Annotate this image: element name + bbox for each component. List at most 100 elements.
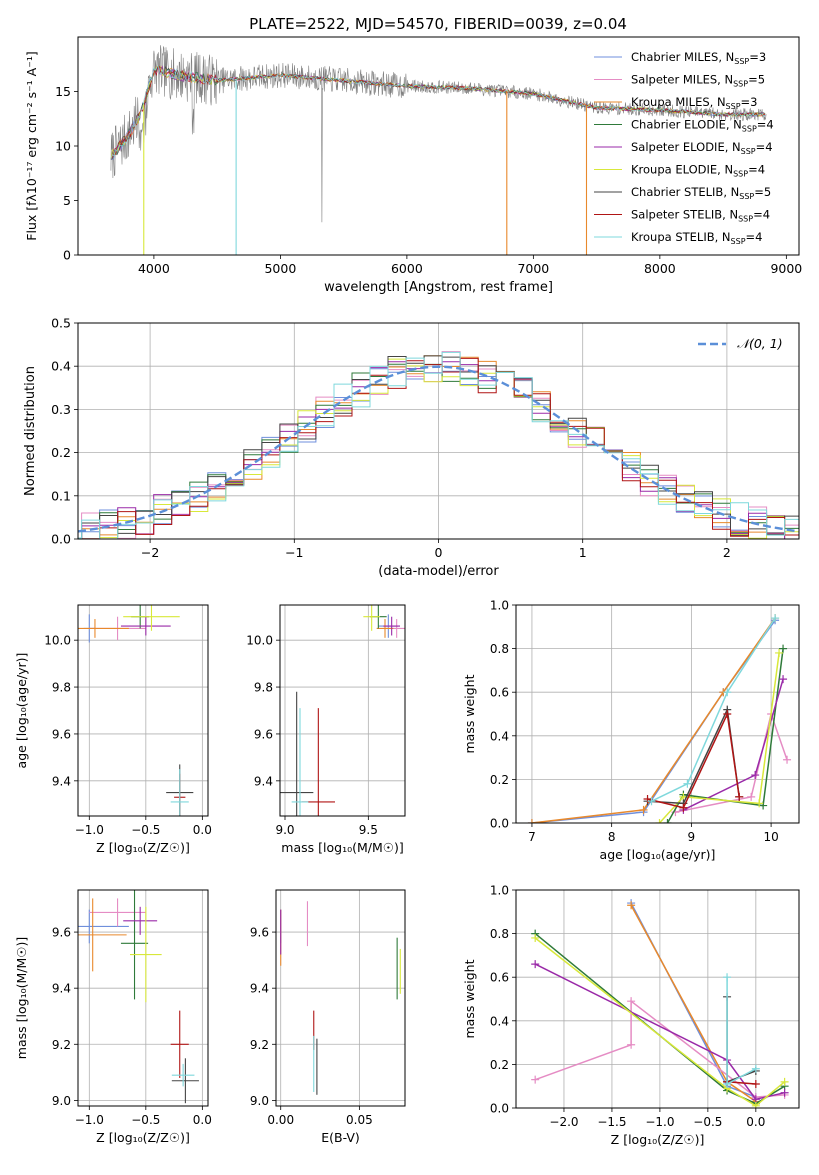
massweight-line [647, 711, 740, 809]
y-tick-label: 0.0 [490, 817, 509, 831]
massweight-marker [647, 797, 656, 806]
y-tick-label: 0.1 [51, 488, 71, 503]
legend-label: Salpeter ELODIE, NSSP=4 [631, 140, 773, 156]
residual-histogram [78, 351, 799, 539]
x-tick-label: −1.0 [645, 1115, 674, 1129]
massweight-marker [779, 675, 788, 684]
y-tick-label: 5 [63, 193, 71, 208]
x-axis-label: Z [log₁₀(Z/Z☉)] [611, 1132, 705, 1147]
massweight-marker [780, 1088, 789, 1097]
x-tick-label: 6000 [391, 261, 423, 276]
massweight-marker [639, 805, 648, 814]
massweight-marker [723, 973, 732, 982]
x-tick-label: 8 [608, 830, 616, 844]
x-tick-label: 5000 [264, 261, 296, 276]
x-tick-label: 8000 [644, 261, 676, 276]
y-tick-label: 15 [55, 84, 71, 99]
residual-histogram [78, 363, 799, 539]
x-tick-label: 2 [723, 545, 731, 560]
y-tick-label: 0 [63, 248, 71, 263]
y-tick-label: 9.4 [52, 982, 71, 996]
x-tick-label: −0.5 [131, 823, 160, 837]
y-tick-label: 0.6 [490, 971, 509, 985]
massweight-marker [735, 792, 744, 801]
massweight-marker [627, 1040, 636, 1049]
axes-frame [515, 889, 800, 1109]
x-tick-label: 4000 [138, 261, 170, 276]
legend-label: Chabrier MILES, NSSP=3 [631, 50, 766, 66]
legend-subscript: SSP [738, 215, 753, 224]
x-tick-label: 0.0 [746, 1115, 765, 1129]
massweight-marker [531, 960, 540, 969]
massweight-line [534, 937, 786, 1107]
legend-subscript: SSP [733, 170, 748, 179]
residual-histogram [78, 361, 799, 539]
massweight-line [658, 652, 780, 823]
x-axis-label: (data-model)/error [378, 564, 499, 579]
legend-subscript: SSP [741, 147, 756, 156]
massweight-marker [663, 819, 672, 823]
massweight-marker [655, 819, 664, 823]
legend-suffix: =5 [748, 73, 765, 87]
y-axis-label: Normed distribution [23, 366, 38, 496]
age-vs-metallicity-panel: −1.0 −0.5 0.0 9.4 9.6 9.8 10.0 Z [log₁₀(Z/Z☉)] a… [14, 604, 212, 855]
x-tick-label: 0 [435, 545, 443, 560]
legend-subscript: SSP [733, 80, 748, 89]
y-tick-label: 1.0 [490, 599, 509, 613]
x-axis-label: Z [log₁₀(Z/Z☉)] [96, 1130, 190, 1145]
x-tick-label: 9000 [770, 261, 802, 276]
legend-suffix: =4 [748, 163, 765, 177]
legend-label: Chabrier ELODIE, NSSP=4 [631, 118, 774, 134]
legend-subscript: SSP [742, 125, 757, 134]
y-tick-label: 9.6 [254, 727, 273, 741]
y-tick-label: 0.8 [490, 642, 509, 656]
y-axis-label: mass [log₁₀(M/M☉)] [14, 937, 29, 1059]
x-tick-label: −1 [285, 545, 303, 560]
massweight-line [534, 963, 785, 1101]
massweight-vs-age-panel: 7 8 9 10 0.0 0.2 0.4 0.6 0.8 1.0 age [log₁₀(age/yr… [462, 599, 800, 862]
massweight-marker [531, 1075, 540, 1084]
massweight-marker [747, 792, 756, 801]
y-tick-label: 0.2 [51, 445, 71, 460]
legend-text: Kroupa STELIB, N [631, 230, 731, 244]
y-tick-label: 10 [55, 139, 71, 154]
legend-label: Kroupa STELIB, NSSP=4 [631, 230, 762, 246]
y-tick-label: 9.8 [52, 681, 71, 695]
y-tick-label: 0.6 [490, 686, 509, 700]
y-tick-label: 0.0 [490, 1102, 509, 1116]
massweight-line [726, 977, 757, 1086]
y-tick-label: 9.2 [250, 1038, 269, 1052]
y-tick-label: 9.6 [52, 727, 71, 741]
axes-frame [77, 604, 209, 817]
axes-frame [77, 889, 209, 1107]
massweight-line [630, 902, 757, 1098]
x-tick-label: 0.0 [193, 1113, 212, 1127]
y-tick-label: 9.6 [250, 926, 269, 940]
spectrum-panel: 4000 5000 6000 7000 8000 9000 0 5 10 15 wavelength… [24, 36, 802, 295]
y-tick-label: 9.4 [254, 774, 273, 788]
massweight-marker [683, 779, 692, 788]
massweight-marker [723, 1080, 732, 1089]
x-tick-label: 7 [528, 830, 536, 844]
massweight-marker [679, 803, 688, 812]
x-tick-label: −2.0 [549, 1115, 578, 1129]
x-tick-label: 9.0 [275, 823, 294, 837]
massweight-marker [759, 801, 768, 810]
massweight-line [683, 678, 784, 811]
y-axis-label: mass weight [462, 959, 477, 1038]
x-axis-label: wavelength [Angstrom, rest frame] [324, 280, 553, 295]
massweight-vs-metallicity-panel: −2.0 −1.5 −1.0 −0.5 0.0 0.0 0.2 0.4 0.6 0.8 1.0 Z [… [462, 884, 800, 1147]
legend-suffix: =4 [746, 230, 763, 244]
legend-text: Chabrier STELIB, N [631, 185, 739, 199]
legend-suffix: =3 [741, 95, 758, 109]
y-tick-label: 9.0 [250, 1094, 269, 1108]
x-tick-label: −1.0 [75, 1113, 104, 1127]
x-tick-label: −0.5 [131, 1113, 160, 1127]
massweight-line [651, 617, 776, 802]
massweight-marker [779, 644, 788, 653]
legend-label: 𝒩(0, 1) [737, 336, 783, 351]
axes-frame [279, 604, 406, 817]
massweight-marker [531, 933, 540, 942]
plot-area [280, 605, 405, 816]
